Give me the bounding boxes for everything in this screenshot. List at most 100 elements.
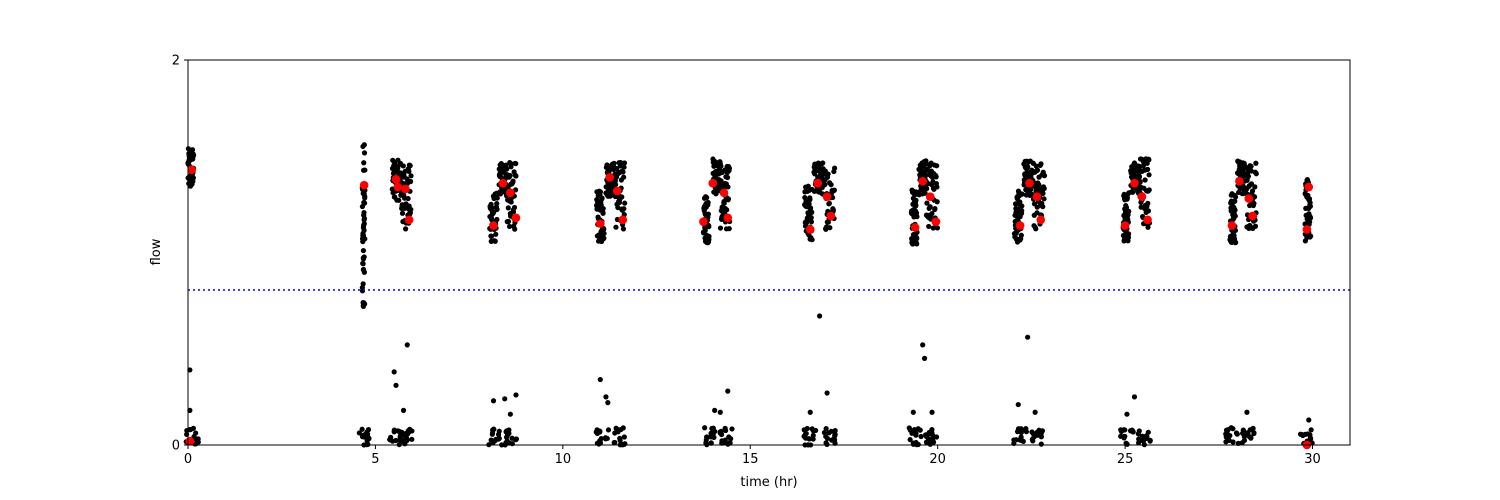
flow-point <box>1248 163 1254 170</box>
flow-point <box>1233 239 1239 246</box>
flow-point <box>1018 232 1024 238</box>
flow-point <box>393 382 399 388</box>
flow-point <box>408 206 414 213</box>
flow-point <box>1248 168 1254 174</box>
flow-point <box>603 436 609 442</box>
flow-point <box>724 174 731 181</box>
highlight-point <box>1143 215 1152 225</box>
highlight-point <box>1244 194 1254 203</box>
highlight-point <box>612 186 622 196</box>
flow-point <box>1023 427 1029 433</box>
flow-point <box>705 199 711 206</box>
flow-point <box>907 437 913 443</box>
flow-point <box>1307 215 1314 221</box>
flow-point <box>1033 163 1039 169</box>
flow-point <box>825 171 831 177</box>
flow-point <box>704 434 710 440</box>
flow-point <box>187 427 193 433</box>
flow-point <box>832 428 838 434</box>
flow-point <box>1126 231 1132 237</box>
flow-point <box>1223 427 1230 433</box>
flow-point <box>494 206 500 212</box>
flow-point <box>1033 226 1039 232</box>
highlight-point <box>925 192 935 201</box>
flow-point <box>507 172 513 179</box>
flow-point <box>490 398 497 404</box>
flow-point <box>724 207 730 213</box>
flow-point <box>1145 208 1152 214</box>
flow-point <box>403 430 409 437</box>
flow-point <box>399 210 406 216</box>
flow-point <box>718 428 724 434</box>
flow-point <box>1129 189 1136 195</box>
flow-point <box>505 218 512 225</box>
flow-point <box>597 438 603 444</box>
x-tick-label: 15 <box>742 452 759 467</box>
flow-point <box>1041 173 1048 179</box>
flow-point <box>706 223 712 230</box>
flow-point <box>1124 411 1130 417</box>
flow-point <box>725 184 731 190</box>
flow-point <box>621 164 627 170</box>
flow-point <box>913 432 919 438</box>
flow-point <box>494 201 500 207</box>
flow-point <box>597 376 603 383</box>
flow-point <box>1147 438 1153 444</box>
highlight-point <box>596 219 605 228</box>
flow-point <box>1232 198 1238 204</box>
flow-point <box>1136 163 1142 169</box>
flow-point <box>1013 437 1019 443</box>
flow-point <box>511 204 518 211</box>
flow-point <box>1245 173 1251 179</box>
highlight-point <box>498 178 508 188</box>
flow-point <box>504 166 510 172</box>
highlight-point <box>187 165 197 175</box>
flow-point <box>702 227 708 233</box>
highlight-point <box>1032 192 1042 201</box>
flow-point <box>405 195 411 202</box>
flow-point <box>601 230 607 237</box>
flow-point <box>494 195 500 201</box>
flow-point <box>924 186 930 192</box>
highlight-point <box>1248 211 1257 221</box>
flow-point <box>810 436 816 442</box>
flow-point <box>603 394 609 400</box>
flow-point <box>1252 194 1258 200</box>
flow-point <box>1038 441 1044 447</box>
flow-point <box>404 342 410 348</box>
flow-point <box>920 342 926 348</box>
flow-point <box>360 281 366 287</box>
flow-point <box>1136 436 1142 442</box>
flow-point <box>605 400 611 406</box>
flow-point <box>917 427 923 433</box>
flow-point <box>600 210 606 216</box>
flow-point <box>924 200 930 206</box>
highlight-point <box>1137 192 1147 201</box>
flow-point <box>721 200 727 206</box>
flow-point <box>806 201 812 207</box>
flow-point <box>727 439 733 446</box>
flow-point <box>910 409 916 415</box>
flow-point <box>362 236 368 242</box>
flow-point <box>601 226 607 232</box>
flow-point <box>361 142 367 148</box>
flow-point <box>361 150 368 156</box>
flow-point <box>803 430 809 437</box>
flow-point <box>622 200 628 206</box>
flow-point <box>1131 394 1138 400</box>
flow-point <box>621 160 628 166</box>
flow-point <box>506 427 512 433</box>
flow-point <box>910 440 916 446</box>
x-tick-label: 10 <box>555 452 572 467</box>
highlight-point <box>404 215 414 225</box>
flow-point <box>600 205 606 212</box>
highlight-point <box>805 225 815 234</box>
flow-point <box>361 254 367 260</box>
flow-point <box>1136 174 1143 180</box>
flow-point <box>391 369 397 375</box>
highlight-point <box>618 215 628 225</box>
flow-point <box>491 426 497 432</box>
x-tick-label: 30 <box>1304 452 1321 467</box>
flow-point <box>397 433 403 439</box>
plot-background <box>188 60 1350 445</box>
